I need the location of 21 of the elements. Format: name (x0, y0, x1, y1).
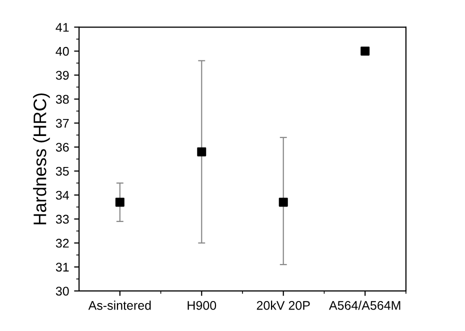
y-tick-label: 37 (56, 118, 69, 128)
x-tick-label: H900 (188, 301, 216, 310)
x-tick-label: As-sintered (88, 300, 151, 310)
x-tick-label: 20kV 20P (256, 300, 310, 310)
point (197, 147, 206, 156)
y-tick-label: 36 (56, 142, 69, 152)
point (360, 46, 370, 56)
y-tick-label: 31 (56, 262, 69, 272)
point (115, 198, 124, 207)
y-tick-label: 41 (56, 23, 69, 32)
y-tick-label: 30 (56, 286, 69, 296)
y-tick-label: 34 (56, 190, 69, 200)
y-tick-label: 40 (56, 46, 69, 56)
y-tick-label: 33 (56, 214, 69, 224)
point (278, 198, 288, 207)
y-tick-label: 32 (56, 238, 69, 248)
y-axis-title: Hardness (HRC) (33, 93, 50, 224)
y-tick-label: 38 (56, 94, 69, 104)
y-tick-label: 39 (56, 70, 69, 80)
x-tick-label: A564/A564M (328, 300, 400, 310)
y-tick-label: 35 (56, 166, 69, 176)
